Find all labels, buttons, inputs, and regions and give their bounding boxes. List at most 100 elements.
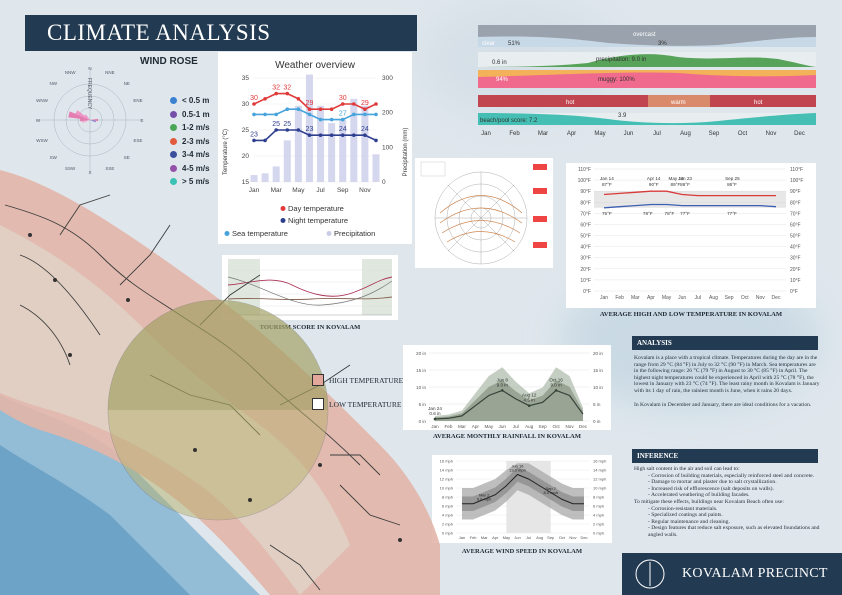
data-label: 23 — [250, 131, 258, 138]
data-label: 30 — [339, 95, 347, 102]
annotation-point — [433, 417, 437, 421]
wind-direction-label: E — [140, 118, 143, 123]
month-tick: Nov — [766, 131, 777, 137]
month-tick: Feb — [509, 131, 520, 137]
wind-direction-label: WSW — [36, 138, 48, 143]
precipitation-bar — [372, 154, 380, 182]
x-tick: Oct — [553, 424, 561, 429]
chart-title: Weather overview — [275, 60, 356, 71]
inference-bullet: - Accelerated weathering of building fac… — [648, 492, 750, 499]
month-tick: Oct — [738, 131, 748, 137]
analysis-paragraph: Kovalam is a place with a tropical clima… — [634, 355, 820, 394]
inference-heading: INFERENCE — [632, 449, 818, 463]
legend-swatch — [280, 218, 286, 223]
y-tick-right: 0°F — [790, 289, 798, 295]
x-tick: Aug — [525, 424, 534, 429]
wind-direction-label: NNW — [65, 70, 76, 75]
y-tick: 80°F — [580, 200, 591, 206]
series-line — [603, 203, 777, 209]
data-label: 32 — [283, 85, 291, 92]
site-map — [0, 170, 440, 595]
y-tick-right: 0 in — [593, 419, 601, 424]
data-point — [340, 133, 345, 137]
wind-outer-band — [462, 463, 584, 520]
rainfall-line — [434, 389, 584, 420]
x-tick: Dec — [579, 424, 588, 429]
data-point — [363, 107, 367, 111]
y-tick-right: 20 in — [593, 351, 603, 356]
wind-legend-item: 0.5-1 m — [170, 110, 210, 119]
map-legend-low: LOW TEMPERATURE — [312, 398, 401, 410]
data-label: 25 — [283, 121, 291, 128]
annotation-value: 78°F — [665, 211, 675, 216]
humidity-band — [478, 70, 816, 77]
annotation-date: May 16 — [669, 176, 685, 181]
high-temperature-swatch — [312, 374, 324, 386]
data-point — [296, 97, 301, 101]
wind-rose-petal — [90, 118, 98, 122]
clear-value: 51% — [508, 41, 521, 47]
data-point — [329, 117, 334, 122]
y-tick-right: 30°F — [790, 256, 801, 262]
y-tick: 60°F — [580, 222, 591, 228]
precipitation-bar — [328, 123, 336, 182]
y-tick-right: 100 — [382, 144, 393, 151]
data-point — [374, 102, 378, 106]
data-point — [296, 128, 301, 132]
x-tick: Jul — [513, 424, 519, 429]
legend-label: 0.5-1 m — [182, 109, 210, 119]
y-tick-right: 90°F — [790, 189, 801, 195]
legend-label: < 0.5 m — [182, 96, 210, 105]
y-tick-right: 20°F — [790, 267, 801, 273]
rainfall-chart: 0 in 0 in 5 in 5 in 10 in 10 in 15 in 15 in 20 i… — [416, 351, 603, 429]
data-point — [296, 107, 301, 111]
annotation-value: 6.6 mph — [477, 496, 491, 501]
inference-paragraph: To mitigate these effects, buildings nea… — [634, 498, 784, 505]
month-tick: Jan — [481, 131, 491, 137]
x-tick: Jan — [249, 187, 260, 194]
y-tick: 20°F — [580, 267, 591, 273]
annotation-date: Sep 7 — [546, 486, 557, 491]
y-tick-left: 15 — [242, 179, 250, 186]
month-tick: Dec — [794, 131, 805, 137]
data-point — [352, 112, 356, 117]
data-point — [307, 107, 312, 111]
y-tick-right: 14 mph — [593, 468, 606, 473]
month-tick: Apr — [567, 131, 576, 137]
annotation-date: Jan 24 — [428, 406, 442, 411]
footer-bar: KOVALAM PRECINCT — [622, 553, 842, 595]
data-point — [274, 91, 278, 96]
inference-text: High salt content in the air and soil ca… — [634, 466, 820, 539]
wind-direction-label: SW — [50, 155, 58, 160]
wind-inner-band — [462, 467, 584, 511]
wind-direction-label: S — [88, 170, 91, 175]
beach-score-label: beach/pool score: 7.2 — [480, 118, 538, 124]
y-tick: 90°F — [580, 189, 591, 195]
y-tick: 40°F — [580, 245, 591, 251]
wind-rose: N NNE NE ENE E ESE SE SSE S SSW SW WSW W WNW NW NNW FRE… — [36, 66, 144, 175]
wind-rose-petal — [82, 120, 90, 124]
legend-label: > 5 m/s — [182, 177, 210, 186]
annotation-date: Aug 12 — [522, 393, 537, 398]
x-tick: Nov — [569, 535, 576, 540]
data-label: 30 — [250, 95, 258, 102]
wind-legend-item: 3-4 m/s — [170, 150, 210, 159]
x-tick: May — [662, 295, 672, 301]
data-point — [285, 128, 290, 132]
data-point — [274, 128, 278, 132]
annotation-value: 9.0 in — [550, 382, 562, 387]
legend-swatch — [170, 97, 177, 104]
x-tick: Mar — [271, 187, 283, 194]
y-tick-right: 10 mph — [593, 486, 606, 491]
annotation-date: Mar 2 — [479, 492, 490, 497]
hot-label: hot — [566, 100, 575, 106]
y-tick-right: 70°F — [790, 211, 801, 217]
wind-speed-chart: 0 mph 0 mph 2 mph 2 mph 4 mph 4 mph 6 mph 6 mph… — [440, 459, 607, 541]
annotation-point — [554, 389, 558, 392]
wind-direction-label: ENE — [133, 98, 142, 103]
data-point — [340, 117, 345, 122]
data-point — [307, 112, 312, 117]
y-tick: 5 in — [419, 402, 427, 407]
x-tick: Aug — [536, 535, 543, 540]
